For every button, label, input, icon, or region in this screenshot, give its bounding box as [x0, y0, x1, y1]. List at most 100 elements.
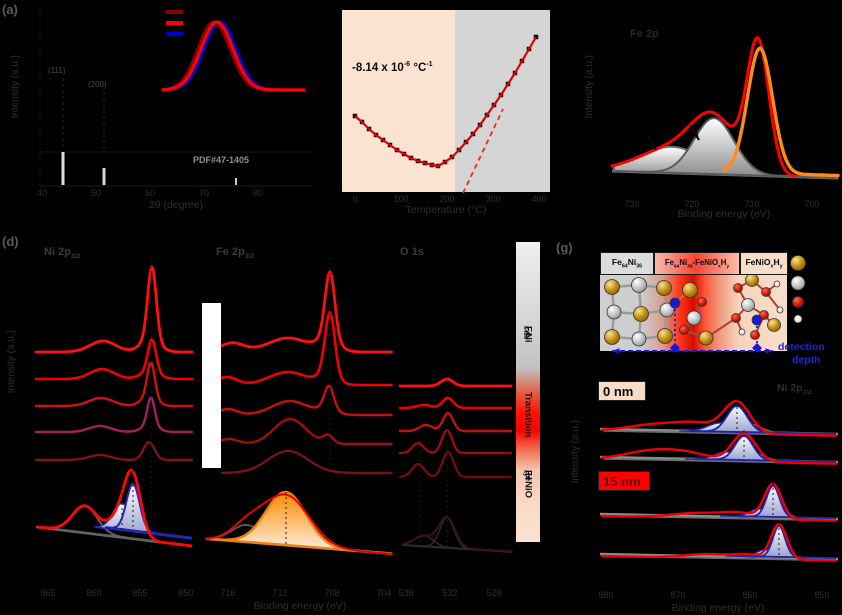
peak-label-111: (111)	[48, 66, 66, 75]
legend-swatch-red	[166, 21, 183, 25]
ni-atom	[659, 302, 675, 318]
arrow-head	[692, 132, 699, 140]
o-atom	[761, 287, 771, 297]
spectrum-2	[220, 310, 393, 387]
o-atom	[733, 283, 743, 293]
e-xtick: 712	[272, 588, 288, 598]
f-region-label: O 1s	[400, 246, 424, 258]
spectrum-5	[34, 440, 194, 462]
arrow-head	[649, 142, 656, 150]
spectrum-4	[220, 417, 393, 446]
spectrum-3	[220, 384, 393, 417]
panel-letter-a: (a)	[2, 2, 18, 17]
d-xtick: 855	[132, 588, 148, 598]
panel-letter-g: (g)	[556, 240, 573, 255]
schematic-atoms	[604, 255, 806, 354]
d-xtick: 865	[40, 588, 56, 598]
legend-swatch-blue	[166, 32, 183, 36]
spectrum-5	[398, 450, 513, 479]
fe-atom	[604, 329, 620, 345]
a-xtick: 80	[252, 188, 264, 198]
o-atom	[750, 330, 760, 340]
ni-atom	[741, 298, 755, 312]
o-atom	[679, 325, 689, 335]
envelope-1	[600, 399, 838, 437]
fe-atom	[767, 318, 781, 332]
blue-comp-4a	[735, 525, 837, 559]
f-xtick: 536	[398, 588, 414, 598]
c-yaxis-label: Intensity (a.u.)	[584, 55, 595, 119]
fit-line	[354, 36, 537, 168]
a-xaxis-label: 2θ (degree)	[148, 199, 204, 211]
panel-g-depth-spectra	[599, 399, 839, 562]
h-atom	[738, 328, 746, 336]
f-xtick: 532	[442, 588, 458, 598]
panel-a-xrd	[39, 8, 312, 187]
a-xtick: 60	[144, 188, 156, 198]
bar-label-transition: Transition	[522, 392, 534, 438]
g-region-label: Ni 2p3/2	[777, 382, 812, 397]
depth-label-0nm: 0 nm	[598, 381, 646, 401]
envelope-red	[205, 493, 393, 555]
arrow-head	[612, 348, 620, 354]
g-xtick: 880	[598, 590, 614, 600]
metal-peak-orange	[722, 46, 840, 178]
spectrum-4	[398, 428, 513, 455]
spectrum-4	[34, 396, 194, 434]
f-xtick: 528	[486, 588, 502, 598]
panel-e-fe2p-series	[202, 258, 393, 475]
g-yaxis-label: Intensity (a.u.)	[570, 420, 581, 484]
white-bar	[202, 303, 221, 468]
fe-atom	[656, 280, 672, 296]
b-xtick: 400	[531, 194, 547, 204]
d-xtick: 850	[178, 588, 194, 598]
inset-curve-red	[161, 20, 306, 92]
envelope-2	[600, 432, 838, 465]
spectrum-3	[398, 411, 513, 433]
b-xtick: 100	[393, 194, 409, 204]
blue-comp-2a	[694, 435, 837, 463]
o-atom	[731, 313, 741, 323]
g-xtick: 870	[670, 590, 686, 600]
c-xaxis-label: Binding energy (eV)	[677, 208, 771, 220]
a-xtick: 70	[198, 188, 210, 198]
bar-label-fe64ni36: Fe 64 Ni 36	[522, 326, 534, 343]
spectrum-1	[220, 270, 393, 354]
probe-dot-2	[751, 314, 763, 326]
panel-e-fit	[205, 482, 393, 556]
d-yaxis-label: Intensity (a.u.)	[6, 330, 17, 394]
schematic-box-interface: Fe64Ni36-FeNiOxHy	[654, 252, 740, 275]
c-xtick: 730	[624, 199, 640, 209]
panel-c-fe2p	[610, 36, 840, 180]
ni-atom	[631, 277, 647, 293]
ni-atom	[606, 304, 622, 320]
spectrum-2	[34, 338, 194, 381]
depth-marker-2	[752, 343, 762, 353]
b-xaxis-label: Temperature (°C)	[405, 204, 487, 216]
fe-atom	[745, 273, 759, 287]
envelope-4	[600, 523, 838, 562]
pdf-reference-label: PDF#47-1405	[193, 155, 250, 165]
legend-o-atom	[792, 296, 804, 308]
spectrum-1	[34, 265, 194, 354]
extrapolation-dashed	[462, 108, 504, 194]
a-xtick: 40	[36, 188, 48, 198]
panel-d-fit	[35, 468, 193, 548]
a-yaxis-label: Intensity (a.u.)	[10, 55, 21, 119]
b-xtick: 0	[352, 194, 358, 204]
depth-marker-1	[670, 343, 680, 353]
legend-fe-atom	[790, 255, 806, 271]
g-xaxis-label: Binding energy (eV)	[671, 602, 765, 614]
spectrum-2	[398, 396, 513, 410]
c-xtick: 710	[744, 199, 760, 209]
h-atom	[773, 280, 781, 288]
envelope	[403, 515, 513, 553]
e-xtick: 716	[220, 588, 236, 598]
b-xtick: 200	[439, 194, 455, 204]
panel-f-o1s-series	[398, 377, 513, 548]
d-xtick: 860	[86, 588, 102, 598]
probe-dot-1	[669, 297, 681, 309]
